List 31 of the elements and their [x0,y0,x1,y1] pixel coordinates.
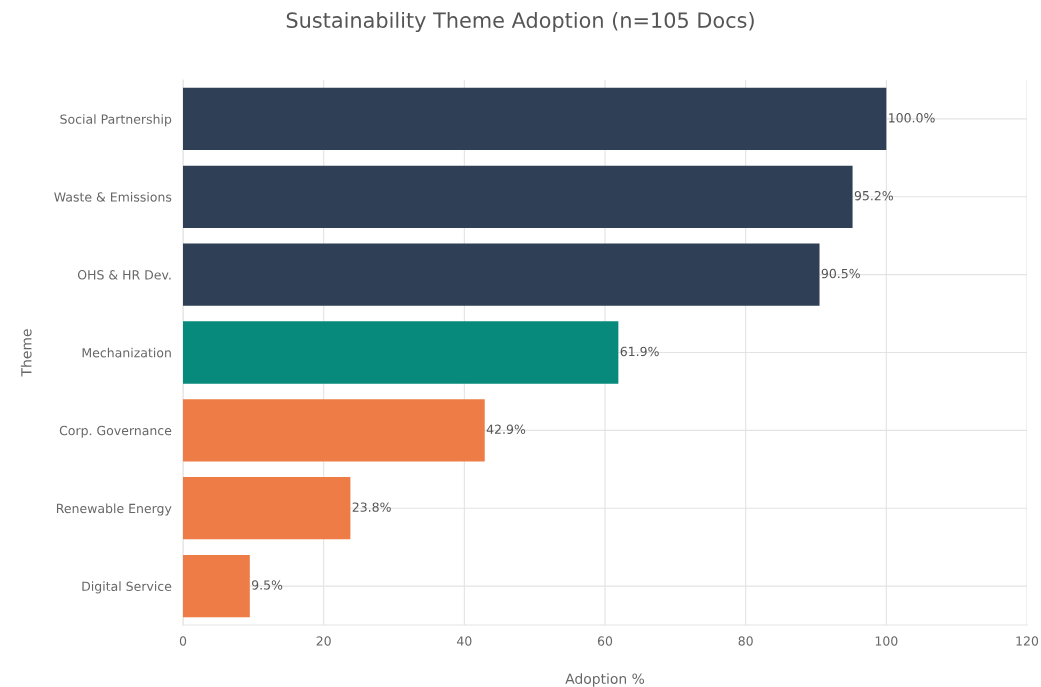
data-label: 42.9% [486,424,526,434]
bar [183,243,820,306]
x-tick-label: 40 [456,636,472,646]
data-label: 95.2% [854,190,893,201]
data-label: 100.0% [889,113,935,123]
data-label: 90.5% [821,268,860,279]
y-tick-label: Waste & Emissions [54,192,172,202]
y-axis-title: Theme [20,329,32,377]
x-tick-label: 0 [179,636,187,646]
data-label: 61.9% [620,346,659,357]
x-tick-label: 120 [1016,636,1039,646]
data-label: 9.5% [251,580,283,590]
bar [183,477,351,540]
y-tick-label: Renewable Energy [56,503,172,516]
y-tick-label: OHS & HR Dev. [77,270,171,280]
data-label: 23.8% [352,502,391,512]
x-axis-title: Adoption % [565,673,645,687]
x-tick-label: 60 [597,636,613,646]
x-tick-label: 20 [316,636,331,646]
bar [183,321,619,384]
chart-title: Sustainability Theme Adoption (n=105 Docs) [286,11,754,33]
y-tick-label: Mechanization [82,347,171,358]
bar [183,399,485,462]
bar [183,87,887,151]
bar [183,554,250,618]
x-tick-label: 80 [738,636,753,646]
y-tick-label: Corp. Governance [59,425,172,438]
bar [183,165,853,228]
y-tick-label: Social Partnership [60,114,172,127]
y-tick-label: Digital Service [82,581,172,594]
x-tick-label: 100 [875,636,898,646]
